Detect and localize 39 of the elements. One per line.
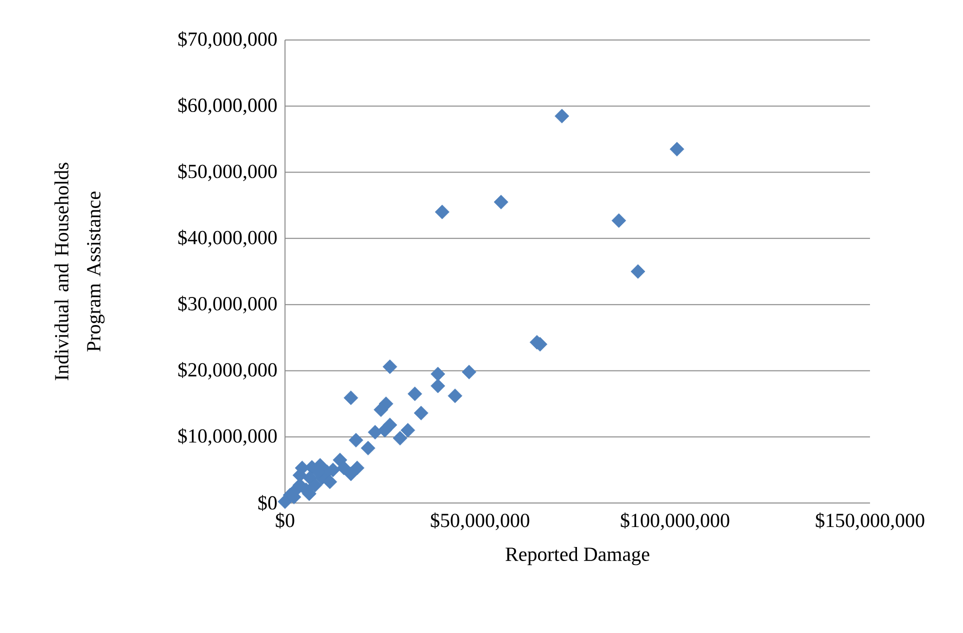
point bbox=[670, 142, 684, 156]
point bbox=[462, 364, 476, 380]
point bbox=[348, 432, 364, 448]
point bbox=[378, 422, 392, 438]
y-tick-label: $60,000,000 bbox=[178, 97, 277, 115]
point bbox=[430, 378, 446, 394]
point bbox=[360, 440, 376, 456]
point bbox=[414, 406, 428, 420]
x-tick-label: $50,000,000 bbox=[430, 512, 530, 530]
point bbox=[494, 194, 508, 210]
y-tick-label: $40,000,000 bbox=[178, 230, 277, 248]
point bbox=[308, 478, 322, 492]
x-tick-label: $0 bbox=[276, 512, 294, 529]
point bbox=[448, 388, 462, 404]
point bbox=[382, 359, 398, 374]
point bbox=[278, 494, 292, 509]
point bbox=[408, 386, 422, 402]
x-tick-label: $150,000,000 bbox=[816, 512, 924, 530]
y-tick-label: $50,000,000 bbox=[178, 164, 277, 182]
x-tick-label: $100,000,000 bbox=[620, 512, 730, 530]
y-tick-label: $30,000,000 bbox=[178, 296, 277, 314]
point bbox=[392, 430, 408, 446]
point bbox=[368, 424, 382, 440]
y-tick-label: $0 bbox=[258, 495, 277, 511]
point bbox=[434, 204, 450, 220]
point bbox=[430, 366, 446, 382]
point bbox=[612, 213, 626, 228]
point bbox=[322, 474, 338, 490]
point bbox=[554, 108, 570, 124]
x-axis-title: Reported Damage bbox=[506, 546, 650, 566]
point bbox=[400, 422, 416, 438]
point bbox=[336, 460, 352, 476]
y-tick-label: $10,000,000 bbox=[178, 428, 277, 446]
point bbox=[374, 402, 388, 418]
y-tick-label: $70,000,000 bbox=[178, 31, 277, 49]
y-axis-title: Individual and Households Program Assistance bbox=[54, 162, 105, 380]
point bbox=[344, 390, 358, 406]
point bbox=[630, 264, 646, 279]
y-tick-label: $20,000,000 bbox=[178, 362, 277, 380]
